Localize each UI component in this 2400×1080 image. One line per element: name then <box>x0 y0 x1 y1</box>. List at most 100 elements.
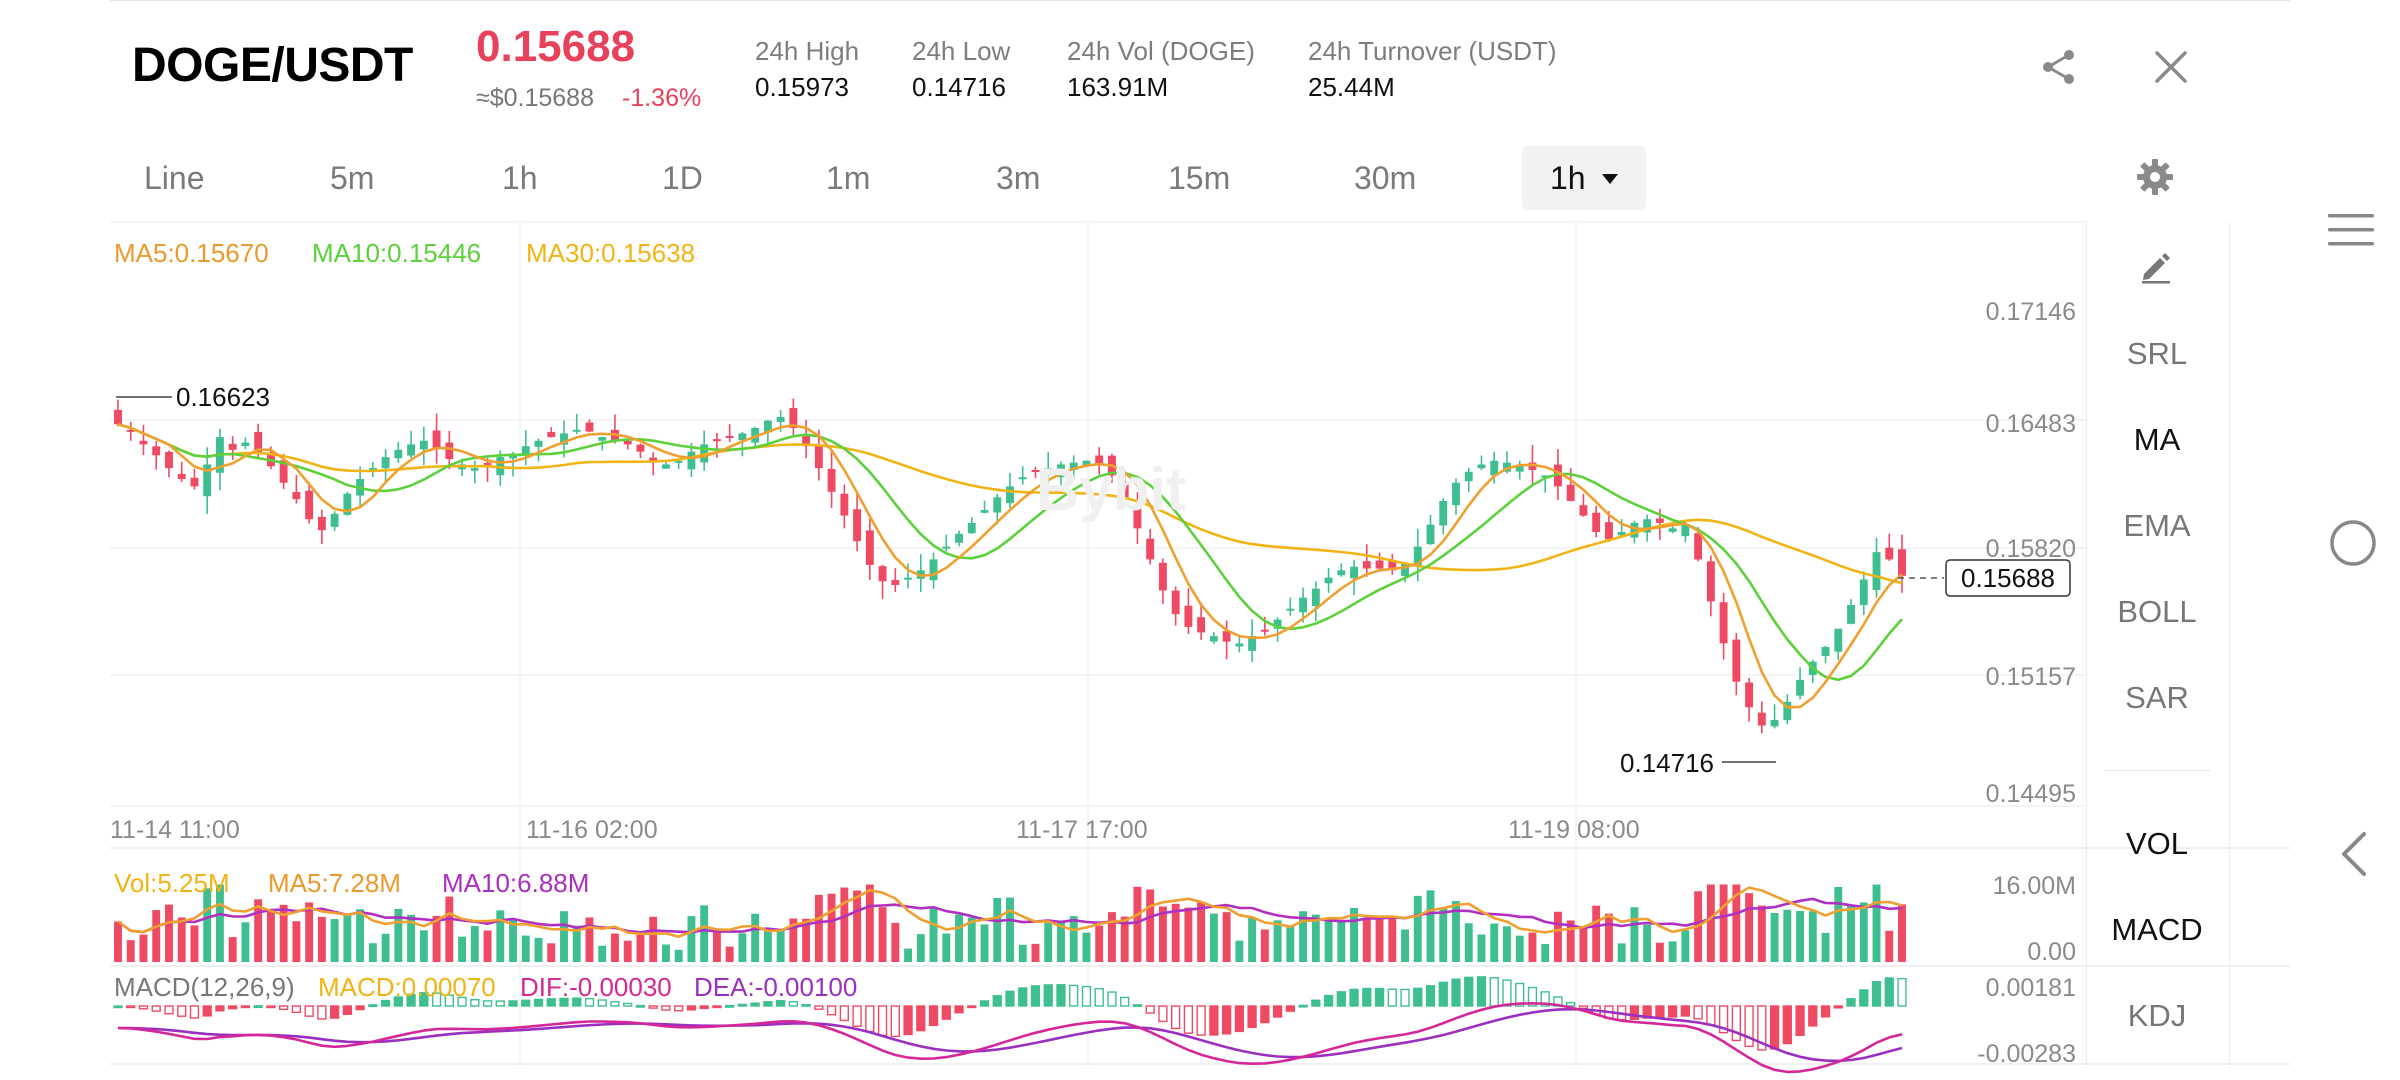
macd-hist-bar <box>1362 987 1372 1007</box>
tab-15m[interactable]: 15m <box>1168 160 1231 196</box>
tab-line[interactable]: Line <box>144 160 205 196</box>
candle-body <box>1477 464 1486 469</box>
macd-hist-bar <box>138 1005 149 1010</box>
candle-body <box>114 409 122 425</box>
candle-body <box>1273 619 1282 629</box>
macd-hist-bar <box>1502 979 1512 1007</box>
volume-bar <box>241 922 250 962</box>
macd-hist-bar <box>916 1005 926 1032</box>
low-marker: 0.14716 <box>1620 748 1714 778</box>
candle-body <box>1643 519 1652 533</box>
candle-body <box>1171 590 1180 615</box>
home-circle-icon[interactable] <box>2328 518 2378 573</box>
indicator-lines <box>117 423 1903 1074</box>
volume-bar <box>1120 916 1129 962</box>
macd-hist-bar <box>1005 990 1015 1007</box>
macd-hist-bar <box>737 1003 748 1007</box>
candle-body <box>1706 561 1715 602</box>
macd-hist-bar <box>419 992 429 1007</box>
top-divider <box>110 0 2290 1</box>
candle-body <box>585 422 594 432</box>
volume-bar <box>1821 932 1830 962</box>
macd-hist-bar <box>1107 991 1117 1007</box>
indicator-boll[interactable]: BOLL <box>2117 594 2197 629</box>
volume-bar <box>1311 914 1320 962</box>
macd-hist-bar <box>279 1005 289 1011</box>
macd-hist-bar <box>674 1005 684 1012</box>
volume-bar <box>547 943 556 962</box>
macd-hist-bar <box>699 1005 709 1010</box>
indicator-vol[interactable]: VOL <box>2125 826 2189 861</box>
candle-body <box>878 566 887 582</box>
macd-hist-bar <box>1744 1005 1754 1048</box>
volume-bar <box>865 884 874 962</box>
tab-5m[interactable]: 5m <box>330 160 375 196</box>
volume-bar <box>1681 930 1690 962</box>
indicator-divider <box>2104 770 2210 771</box>
tab-1m[interactable]: 1m <box>826 160 871 196</box>
volume-bar <box>1655 942 1664 962</box>
macd-hist-bar <box>865 1005 875 1033</box>
indicator-srl[interactable]: SRL <box>2126 336 2188 371</box>
candle-body <box>1847 605 1855 624</box>
volume-bar <box>1388 917 1397 962</box>
candle-body <box>1719 602 1728 644</box>
indicator-kdj[interactable]: KDJ <box>2127 998 2187 1033</box>
back-icon[interactable] <box>2336 830 2370 883</box>
stat-low-label: 24h Low <box>912 36 1011 66</box>
tab-1d[interactable]: 1D <box>662 160 703 196</box>
menu-icon[interactable] <box>2326 210 2376 255</box>
volume-bar <box>598 945 607 962</box>
indicator-macd[interactable]: MACD <box>2111 912 2203 947</box>
candle-body <box>636 444 645 452</box>
candle-body <box>1184 605 1193 627</box>
macd-hist-bar <box>572 997 582 1007</box>
indicator-sar[interactable]: SAR <box>2125 680 2189 715</box>
macd-hist-bar <box>1425 985 1436 1007</box>
candle-body <box>1248 636 1257 651</box>
macd-hist-bar <box>623 1002 633 1007</box>
gear-icon[interactable] <box>2136 158 2174 201</box>
macd-hist-bar <box>852 1005 862 1027</box>
volume-bar <box>700 905 709 962</box>
volume-bar <box>1872 884 1881 962</box>
share-icon[interactable] <box>2040 48 2078 91</box>
macd-hist-bar <box>457 996 467 1007</box>
volume-bar <box>891 922 900 962</box>
indicator-ma[interactable]: MA <box>2133 422 2181 457</box>
y-tick-2: 0.16483 <box>1986 410 2076 438</box>
volume-bar <box>1286 926 1295 962</box>
vol-legend: Vol:5.25M <box>114 868 230 898</box>
candle-body <box>1541 475 1550 478</box>
macd-hist-bar <box>712 1005 722 1009</box>
tab-1h[interactable]: 1h <box>502 160 538 196</box>
macd-histogram <box>113 976 1907 1051</box>
x-tick-3: 11-17 17:00 <box>1016 816 1148 844</box>
candle-body <box>1069 462 1078 470</box>
volume-bar <box>904 948 913 962</box>
candle-body <box>1630 522 1639 538</box>
candle-body <box>317 516 326 531</box>
candle-body <box>751 427 760 443</box>
macd-hist-bar <box>304 1005 314 1017</box>
candle-body <box>1439 500 1448 526</box>
candle-body <box>343 493 352 515</box>
macd-hist-bar <box>253 1005 263 1009</box>
indicator-ema[interactable]: EMA <box>2123 508 2191 543</box>
close-icon[interactable] <box>2154 50 2188 89</box>
macd-hist-bar <box>1311 999 1321 1007</box>
volume-bar <box>1324 918 1333 962</box>
volume-bar <box>1337 921 1346 962</box>
candle-body <box>203 464 212 497</box>
volume-bar <box>814 894 823 962</box>
tab-selected-interval[interactable]: 1h <box>1522 146 1646 210</box>
volume-bar <box>687 916 696 962</box>
tab-30m[interactable]: 30m <box>1354 160 1417 196</box>
pencil-icon[interactable] <box>2138 248 2174 289</box>
macd-hist-bar <box>801 1003 811 1007</box>
candle-body <box>1133 505 1142 529</box>
volume-bar <box>330 919 339 962</box>
candle-body <box>292 491 301 500</box>
tab-3m[interactable]: 3m <box>996 160 1041 196</box>
